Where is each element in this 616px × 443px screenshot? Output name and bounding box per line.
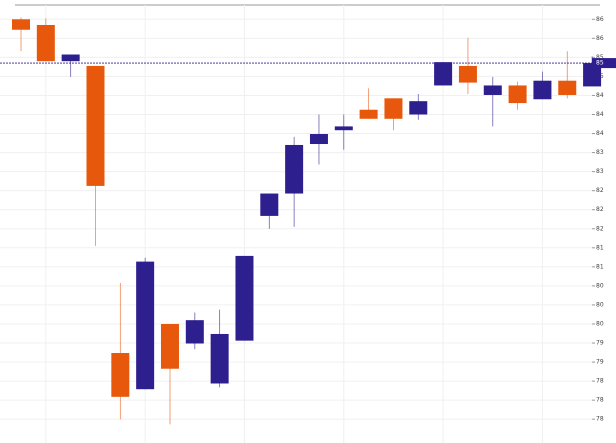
candle-body (334, 126, 353, 131)
y-tick-label: 85 (596, 54, 604, 61)
candle-body (12, 19, 30, 30)
y-tick-label: 81 (596, 244, 604, 251)
candle-body (111, 353, 130, 397)
y-tick-label: 78 (596, 378, 604, 385)
y-tick-label: 81 (596, 263, 604, 270)
candle-body (409, 101, 428, 115)
candle-body (61, 54, 80, 62)
candle-body (508, 85, 527, 104)
y-tick-label: 86 (596, 35, 604, 42)
candle-body (384, 98, 403, 119)
y-tick-label: 82 (596, 206, 604, 213)
candle-body (185, 320, 204, 344)
candle-body (533, 80, 552, 100)
y-tick-label: 84 (596, 111, 604, 118)
y-tick-label: 83 (596, 168, 604, 175)
candle-body (260, 193, 279, 216)
y-tick-label: 84 (596, 92, 604, 99)
y-tick-label: 86 (596, 16, 604, 23)
candle-body (309, 134, 328, 145)
candle-body (483, 85, 502, 95)
y-tick-label: 80 (596, 320, 604, 327)
y-tick-label: 80 (596, 282, 604, 289)
y-tick-label: 78 (596, 397, 604, 404)
candle-body (235, 255, 254, 341)
candle-body (434, 62, 453, 86)
candle-body (359, 109, 378, 119)
y-tick-label: 82 (596, 225, 604, 232)
candle-body (558, 80, 577, 95)
current-price-badge (592, 58, 616, 69)
candle-body (583, 63, 602, 87)
y-tick-label: 84 (596, 130, 604, 137)
y-tick-label: 79 (596, 359, 604, 366)
y-tick-label: 83 (596, 149, 604, 156)
candle-body (36, 24, 55, 62)
y-tick-label: 78 (596, 416, 604, 423)
y-tick-label: 80 (596, 301, 604, 308)
y-tick-label: 79 (596, 340, 604, 347)
candle-body (458, 65, 477, 83)
candle-body (136, 261, 155, 390)
candle-body (210, 333, 229, 384)
candle-body (86, 65, 105, 186)
current-price-label: 85 (596, 60, 604, 67)
candle-body (160, 323, 179, 369)
y-tick-label: 82 (596, 187, 604, 194)
candle-body (285, 144, 304, 194)
